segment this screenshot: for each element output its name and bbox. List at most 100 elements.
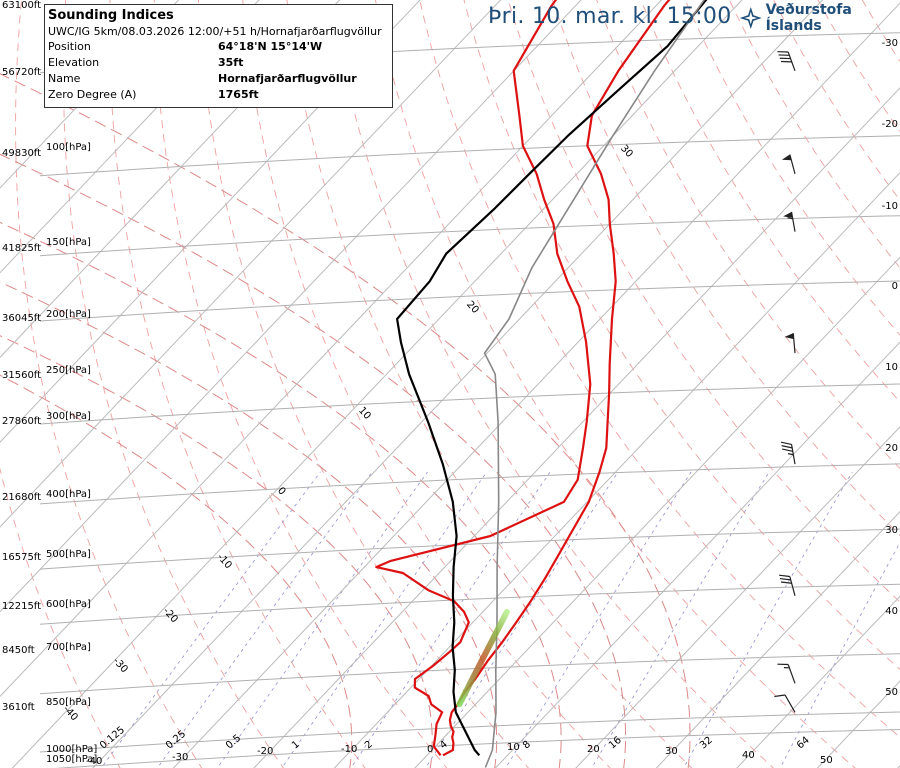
dry-adiabat-line bbox=[419, 0, 900, 738]
altitude-label: 21680ft bbox=[2, 492, 42, 503]
dry-adiabat-line bbox=[153, 0, 448, 768]
right-temp-label: -20 bbox=[881, 119, 898, 130]
isobar-line bbox=[39, 653, 900, 695]
mixing-ratio-line bbox=[683, 471, 853, 768]
moist-adiabats bbox=[0, 73, 691, 768]
altitude-label: 49830ft bbox=[2, 148, 42, 159]
pressure-label: 300[hPa] bbox=[46, 411, 91, 422]
infobox-row: Name Hornafjarðarflugvöllur bbox=[48, 70, 357, 86]
pressure-label: 100[hPa] bbox=[46, 142, 91, 153]
isotherm-line bbox=[736, 595, 900, 768]
isobar-line bbox=[39, 135, 900, 177]
dry-adiabat-line bbox=[330, 0, 775, 768]
altitude-label: 63100ft bbox=[2, 0, 42, 11]
bottom-temp-label: -40 bbox=[86, 756, 103, 767]
pressure-label: 150[hPa] bbox=[46, 237, 91, 248]
moist-adiabat-line bbox=[0, 73, 691, 768]
right-temp-label: 50 bbox=[885, 687, 898, 698]
mixing-ratio-line bbox=[779, 541, 900, 768]
altitude-label: 27860ft bbox=[2, 416, 42, 427]
dry-adiabat-line bbox=[552, 0, 900, 536]
mixing-ratio-line bbox=[424, 471, 619, 768]
right-temp-label: -30 bbox=[881, 38, 898, 49]
parcel_line-curve bbox=[396, 0, 708, 757]
forecast-time-title: Þri. 10. mar. kl. 15:00 bbox=[488, 4, 732, 29]
wind-barb-staff bbox=[784, 694, 796, 713]
sounding-indices-box: Sounding Indices UWC/IG 5km/08.03.2026 1… bbox=[44, 4, 393, 108]
isotherm-line bbox=[655, 510, 900, 768]
altitude-label: 31560ft bbox=[2, 370, 42, 381]
infobox-value: 64°18'N 15°14'W bbox=[218, 39, 323, 53]
wind-barb-half-feather bbox=[783, 667, 790, 669]
dry-adiabat-line bbox=[507, 0, 900, 603]
dry-adiabat-line bbox=[684, 0, 900, 336]
wind-barb-pennant bbox=[784, 333, 794, 340]
right-temp-label: 40 bbox=[885, 606, 898, 617]
infobox-heading: Sounding Indices bbox=[48, 8, 174, 23]
wind-barb bbox=[780, 441, 796, 465]
wind-barb bbox=[774, 694, 796, 713]
isobar-line bbox=[39, 215, 900, 257]
isotherm-line bbox=[414, 256, 900, 768]
brand-name: Veðurstofa Íslands bbox=[765, 2, 852, 34]
bottom-temp-label: 0 bbox=[427, 744, 434, 755]
dry-adiabat-line bbox=[0, 467, 121, 768]
pressure-label: 600[hPa] bbox=[46, 599, 91, 610]
bottom-temp-label: -30 bbox=[172, 752, 189, 763]
wind-barb-feather bbox=[778, 54, 790, 56]
moist-adiabat-line bbox=[0, 221, 562, 768]
dry-adiabat-line bbox=[773, 0, 900, 201]
bottom-temp-label: -20 bbox=[257, 746, 274, 757]
infobox-value: 1765ft bbox=[218, 87, 259, 101]
isobar-line bbox=[39, 528, 900, 570]
right-temp-label: 20 bbox=[885, 443, 898, 454]
wind-barb-pennant bbox=[781, 154, 792, 161]
wind-barb-feather bbox=[782, 448, 793, 452]
dry-adiabat-line bbox=[817, 0, 900, 133]
mixing-ratio-line bbox=[281, 471, 488, 768]
brand-logo: Veðurstofa Íslands bbox=[738, 2, 900, 34]
pressure-label: 500[hPa] bbox=[46, 549, 91, 560]
isobar-line bbox=[39, 463, 900, 505]
bottom-temp-label: 20 bbox=[587, 744, 600, 755]
altitude-label: 12215ft bbox=[2, 601, 42, 612]
isotherm-line bbox=[0, 0, 260, 274]
infobox-label: Zero Degree (A) bbox=[48, 87, 137, 101]
pressure-label: 700[hPa] bbox=[46, 642, 91, 653]
wind-barb-feather bbox=[777, 663, 789, 666]
dry-adiabat-line bbox=[242, 0, 611, 768]
isotherm-line bbox=[92, 0, 824, 768]
wind-barb-staff bbox=[789, 154, 796, 174]
isobar-line bbox=[39, 583, 900, 625]
infobox-value: 35ft bbox=[218, 55, 244, 69]
isobar-line bbox=[39, 383, 900, 425]
right-temp-label: -10 bbox=[881, 201, 898, 212]
wind-barb bbox=[777, 663, 796, 684]
wind-barb bbox=[784, 333, 796, 354]
dry-adiabat-line bbox=[375, 0, 856, 768]
bottom-temp-label: 10 bbox=[507, 742, 520, 753]
wind-barb-feather bbox=[779, 57, 791, 60]
altitude-label: 3610ft bbox=[2, 702, 35, 713]
wind-barb-half-feather bbox=[787, 217, 793, 220]
dry-adiabat-line bbox=[861, 0, 900, 63]
wind-barb-pennant bbox=[783, 211, 793, 218]
infobox-label: Name bbox=[48, 71, 81, 85]
isotherm-line bbox=[253, 87, 900, 768]
wind-barbs bbox=[774, 51, 796, 713]
dewpoint-curve bbox=[375, 0, 592, 756]
mixing-ratio-line bbox=[156, 471, 373, 768]
right-temp-label: 0 bbox=[891, 281, 898, 292]
isobar-line bbox=[39, 280, 900, 322]
pressure-label: 400[hPa] bbox=[46, 489, 91, 500]
right-temp-label: 10 bbox=[885, 362, 898, 373]
pressure-label: 1000[hPa] bbox=[46, 744, 98, 755]
isotherm-line bbox=[0, 0, 341, 359]
bottom-temp-label: 30 bbox=[665, 746, 678, 757]
wind-barb-half-feather bbox=[787, 453, 794, 456]
pressure-label: 250[hPa] bbox=[46, 365, 91, 376]
mixing-ratio-line bbox=[591, 471, 770, 768]
